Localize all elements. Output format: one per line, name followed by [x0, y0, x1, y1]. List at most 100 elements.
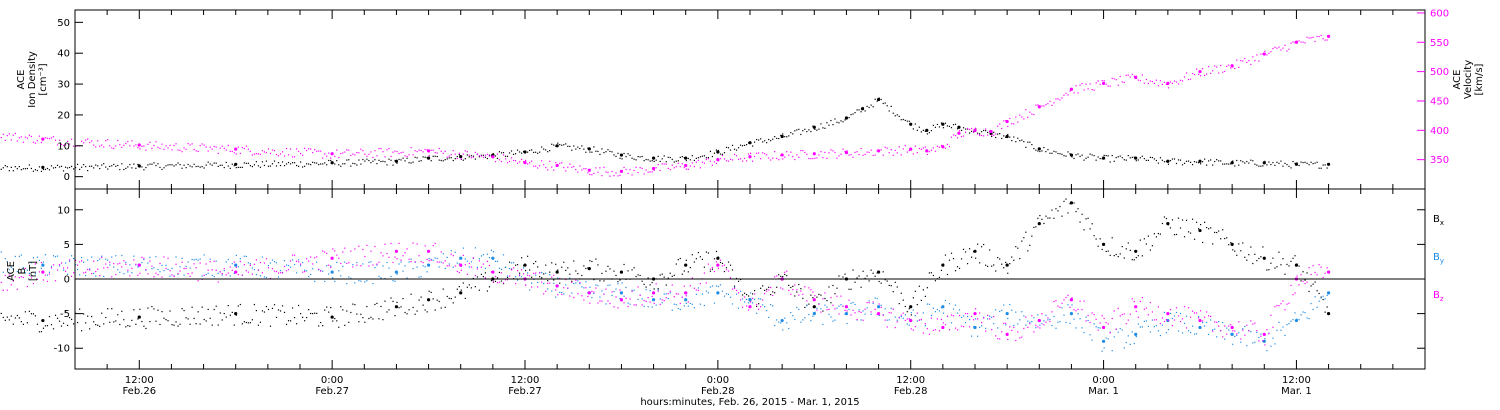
density-sample — [1101, 158, 1103, 160]
bz-sample — [472, 257, 474, 259]
velocity-sample — [123, 144, 125, 146]
velocity-sample — [64, 144, 67, 146]
velocity-sample — [794, 158, 796, 161]
bz-point — [748, 305, 752, 309]
density-sample — [123, 168, 125, 171]
density-sample — [113, 163, 115, 166]
bz-sample — [721, 265, 724, 267]
bz-sample — [1151, 311, 1153, 313]
velocity-sample — [271, 149, 274, 151]
by-sample — [904, 314, 906, 316]
by-point — [1101, 339, 1106, 343]
bz-sample — [418, 255, 420, 257]
density-sample — [772, 138, 774, 140]
velocity-sample — [772, 157, 774, 159]
bx-sample — [1258, 257, 1260, 260]
velocity-sample — [510, 157, 513, 159]
bz-sample — [760, 306, 762, 308]
velocity-sample — [719, 158, 722, 160]
by-sample — [430, 258, 432, 260]
velocity-sample — [151, 147, 153, 150]
density-sample — [754, 141, 756, 143]
by-sample — [989, 315, 991, 317]
bz-sample — [906, 318, 908, 320]
by-sample — [434, 257, 436, 259]
by-sample — [81, 256, 83, 259]
bz-sample — [766, 290, 768, 292]
density-sample — [555, 145, 557, 147]
bx-sample — [302, 316, 304, 318]
bx-sample — [1204, 221, 1206, 223]
bx-sample — [330, 306, 332, 309]
bz-sample — [360, 265, 362, 267]
bx-sample — [645, 286, 647, 288]
legend-base: B — [1433, 290, 1440, 301]
density-sample — [631, 157, 633, 159]
velocity-sample — [436, 152, 438, 154]
by-sample — [1157, 330, 1160, 332]
velocity-sample — [884, 146, 886, 148]
velocity-sample — [48, 138, 51, 140]
by-sample — [1193, 333, 1196, 335]
by-sample — [1037, 314, 1039, 316]
density-sample — [993, 131, 995, 133]
bz-sample — [1294, 292, 1296, 294]
velocity-sample — [1161, 83, 1164, 86]
density-sample — [527, 151, 529, 153]
bx-sample — [948, 259, 951, 261]
density-sample — [500, 152, 503, 154]
bz-sample — [856, 318, 858, 321]
by-sample — [563, 293, 565, 295]
by-point — [41, 263, 45, 267]
velocity-sample — [177, 149, 179, 151]
by-sample — [1155, 325, 1158, 327]
bx-point — [1037, 222, 1041, 226]
velocity-sample — [766, 154, 768, 156]
bx-sample — [788, 284, 790, 286]
density-sample — [1017, 137, 1019, 139]
bz-sample — [398, 242, 400, 245]
bz-sample — [474, 274, 476, 277]
velocity-sample — [930, 149, 933, 151]
by-sample — [390, 275, 392, 278]
bz-sample — [593, 291, 595, 293]
velocity-sample — [1007, 125, 1009, 128]
velocity-sample — [99, 145, 101, 147]
by-sample — [1206, 321, 1208, 324]
x-tick-time-label: 12:00 — [896, 375, 925, 386]
bz-sample — [529, 275, 531, 277]
velocity-sample — [1300, 41, 1302, 43]
velocity-point — [523, 160, 527, 165]
bx-sample — [583, 265, 585, 267]
density-sample — [677, 160, 679, 162]
bx-sample — [173, 324, 175, 326]
by-sample — [1007, 317, 1009, 320]
by-sample — [468, 266, 470, 268]
density-point — [619, 153, 624, 157]
velocity-sample — [695, 161, 697, 163]
density-sample — [701, 155, 703, 157]
by-sample — [1288, 323, 1290, 325]
bz-sample — [450, 253, 452, 255]
bz-sample — [1258, 340, 1260, 342]
bz-sample — [149, 260, 151, 262]
legend-subscript: y — [1440, 257, 1444, 265]
velocity-sample — [221, 145, 223, 147]
bx-sample — [633, 267, 635, 269]
by-sample — [816, 307, 818, 309]
density-sample — [914, 123, 916, 125]
bz-sample — [372, 264, 374, 266]
density-sample — [77, 163, 79, 165]
bz-sample — [1312, 265, 1314, 267]
by-sample — [772, 305, 774, 307]
density-sample — [641, 155, 643, 158]
velocity-sample — [1248, 60, 1250, 62]
density-sample — [151, 163, 153, 165]
density-sample — [285, 163, 288, 165]
bx-sample — [627, 270, 629, 272]
bx-sample — [675, 263, 677, 265]
bx-sample — [26, 322, 28, 324]
by-sample — [360, 280, 362, 282]
bz-sample — [103, 267, 105, 269]
bz-sample — [792, 288, 794, 291]
